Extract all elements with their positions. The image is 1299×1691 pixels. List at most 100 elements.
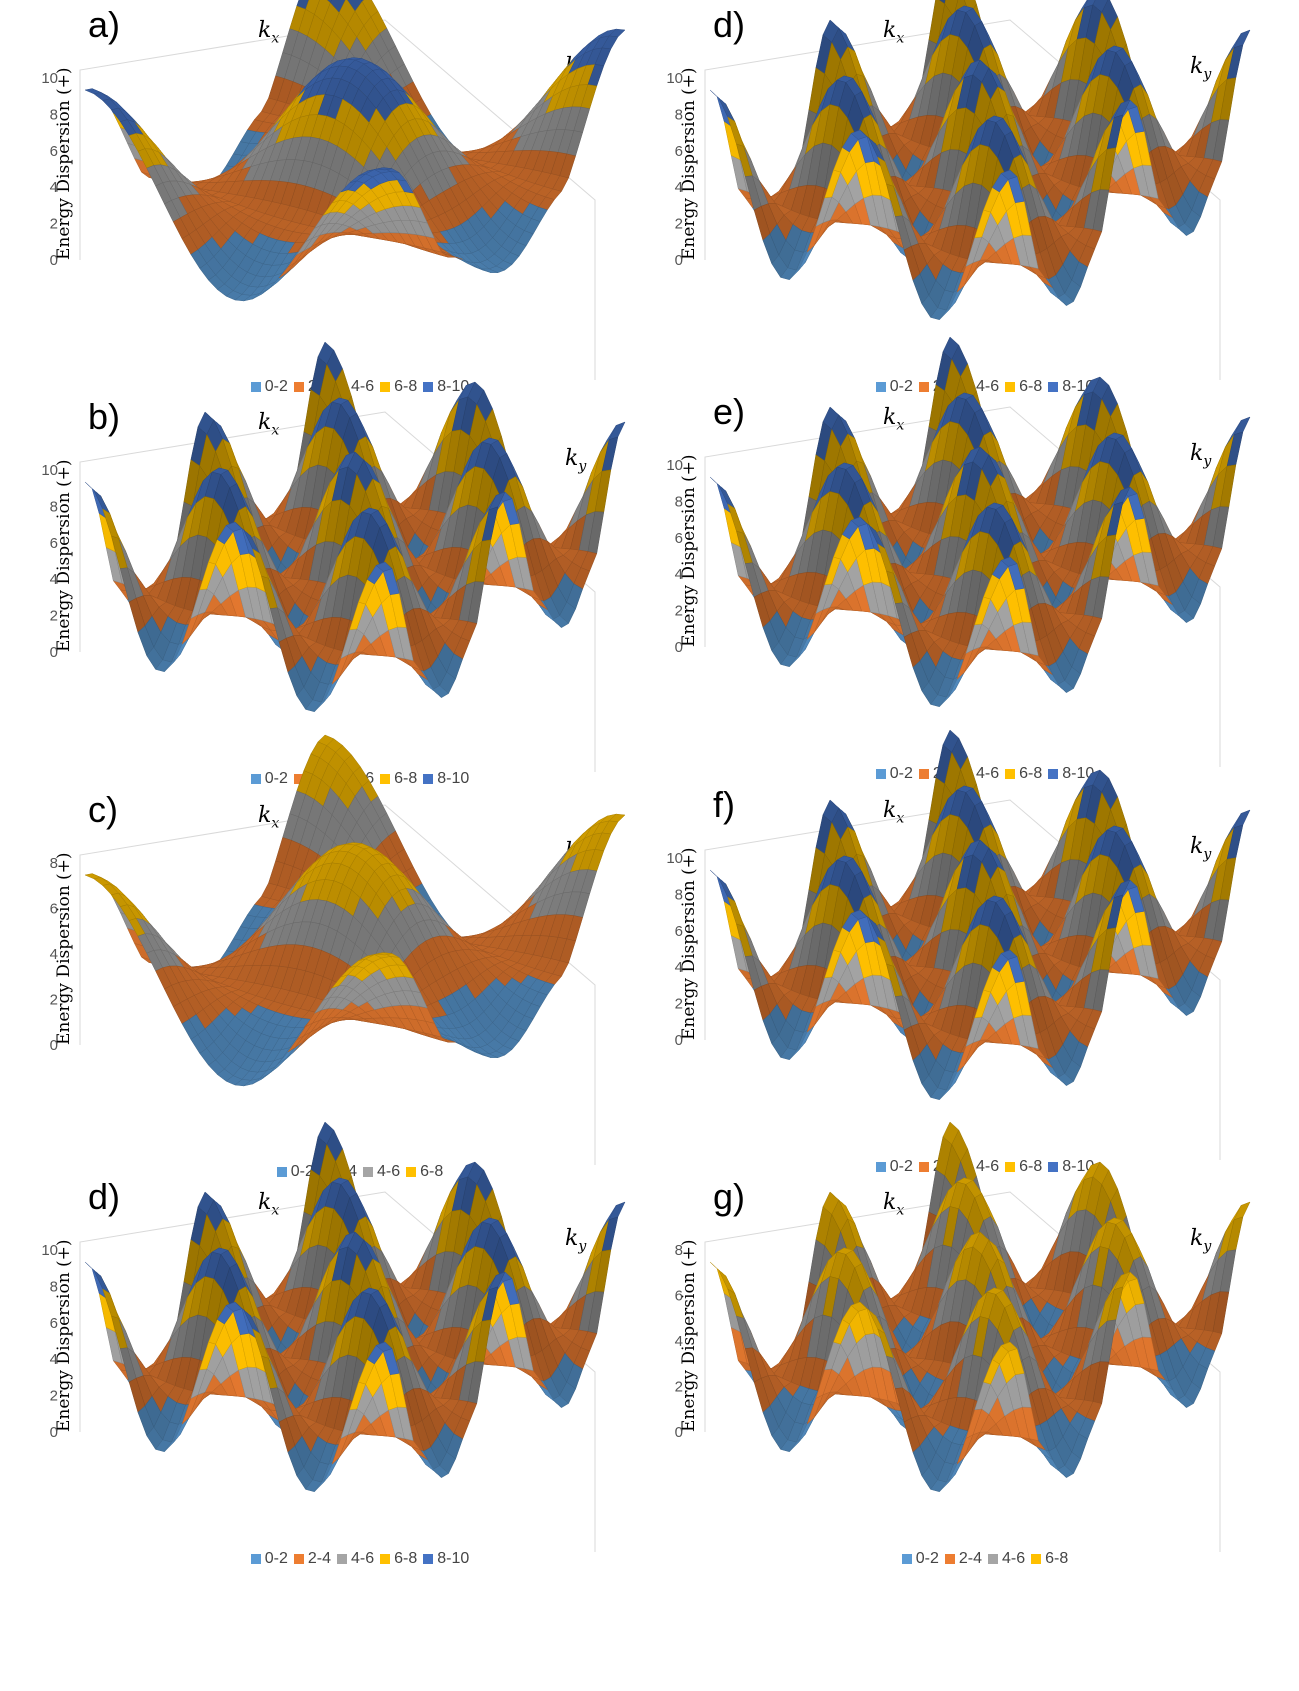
y-tick-label: 4	[50, 571, 58, 588]
y-tick-label: 0	[50, 1037, 58, 1054]
legend-label: 4-6	[377, 1163, 401, 1180]
legend-item: 8-10	[423, 1550, 469, 1568]
legend-swatch	[406, 1166, 417, 1177]
surface-cell	[376, 952, 393, 956]
ky-axis-label: ky	[1190, 54, 1212, 83]
y-tick-label: 10	[41, 70, 58, 87]
axis-wall-line	[704, 19, 1221, 380]
legend-label: 6-8	[394, 1550, 418, 1567]
legend-label: 0-2	[264, 770, 288, 787]
y-tick-label: 8	[50, 106, 58, 123]
y-tick-label: 8	[50, 498, 58, 515]
legend-swatch	[250, 1553, 261, 1564]
legend-label: 8-10	[437, 378, 470, 395]
legend-item: 6-8	[380, 1550, 417, 1568]
legend-swatch	[380, 1553, 391, 1564]
legend-swatch	[380, 381, 391, 392]
y-tick-label: 6	[50, 1315, 58, 1332]
legend-item: 8-10	[423, 378, 469, 396]
legend-item: 4-6	[336, 1550, 375, 1568]
legend-label: 8-10	[437, 770, 470, 787]
axis-wall-line	[79, 19, 596, 380]
legend-item: 6-8	[380, 378, 417, 396]
legend-swatch	[363, 1166, 373, 1177]
y-tick-label: 2	[50, 216, 58, 233]
y-tick-label: 2	[50, 992, 58, 1009]
legend-label: 0-2	[264, 378, 288, 395]
ky-axis-label: ky	[565, 446, 587, 475]
legend-item: 6-8	[406, 1163, 443, 1181]
legend-label: 4-6	[350, 378, 375, 395]
legend-swatch	[276, 1166, 287, 1177]
y-tick-label: 4	[50, 179, 58, 196]
axis-wall-line	[79, 1191, 596, 1552]
legend: 0-2 2-4 4-6 6-8 8-10	[40, 1550, 680, 1568]
legend-item: 4-6	[363, 1163, 400, 1181]
legend-swatch	[423, 1553, 434, 1564]
surface-plot: 0 2 4 6 8 10	[41, 341, 626, 772]
surface-plot: 0 2 4 6 8 10	[41, 1121, 626, 1552]
y-tick-label: 2	[50, 1388, 58, 1405]
panel-label: b)	[88, 396, 121, 437]
y-tick-label: 2	[50, 608, 58, 625]
y-tick-label: 4	[675, 179, 683, 196]
legend: 0-22-44-66-8	[40, 1163, 680, 1181]
legend-swatch	[250, 773, 261, 784]
y-tick-label: 0	[50, 252, 58, 269]
legend-item: 0-2	[250, 378, 288, 396]
ky-axis-label: ky	[565, 1226, 587, 1255]
legend-item: 8-10	[423, 770, 469, 788]
y-tick-label: 10	[666, 70, 683, 87]
panel-label: a)	[88, 4, 121, 45]
y-tick-label: 4	[50, 946, 58, 963]
surface-cell	[376, 167, 393, 171]
y-tick-label: 8	[50, 1278, 58, 1295]
legend-swatch	[250, 381, 261, 392]
y-tick-label: 2	[675, 216, 683, 233]
legend-label: 6-8	[420, 1163, 444, 1180]
y-tick-label: 8	[50, 855, 58, 872]
panel-label: d)	[713, 4, 746, 45]
legend-swatch	[293, 381, 304, 392]
legend-swatch	[423, 773, 434, 784]
y-tick-label: 4	[50, 1351, 58, 1368]
legend-swatch	[423, 381, 434, 392]
legend-item: 2-4	[293, 1550, 331, 1568]
axis-wall-line	[79, 411, 596, 772]
legend-swatch	[336, 1553, 347, 1564]
surface-plot: 0 2 4 6 8 10	[666, 0, 1251, 380]
legend-label: 4-6	[350, 1550, 375, 1567]
legend-swatch	[293, 1553, 304, 1564]
y-tick-label: 6	[50, 535, 58, 552]
legend-label: 2-4	[307, 1550, 331, 1567]
legend-label: 8-10	[437, 1550, 470, 1567]
legend-item: 0-2	[250, 770, 288, 788]
legend-swatch	[293, 773, 304, 784]
legend-label: 6-8	[394, 770, 418, 787]
y-tick-label: 10	[41, 1242, 58, 1259]
legend: 0-22-44-66-88-10	[40, 378, 680, 396]
panel-label: c)	[88, 789, 118, 830]
y-tick-label: 8	[675, 106, 683, 123]
y-tick-label: 0	[675, 252, 683, 269]
legend-label: 6-8	[394, 378, 418, 395]
legend-label: 0-2	[290, 1163, 314, 1180]
legend-label: 0-2	[264, 1550, 288, 1567]
legend-item: 6-8	[380, 770, 417, 788]
legend-swatch	[380, 773, 391, 784]
axis-wall-line	[79, 804, 596, 1165]
y-tick-label: 6	[675, 143, 683, 160]
panel-label: d)	[88, 1176, 121, 1217]
y-tick-label: 0	[50, 644, 58, 661]
y-tick-label: 0	[50, 1424, 58, 1441]
surface-cell	[375, 561, 393, 572]
y-tick-label: 10	[41, 462, 58, 479]
surface-cell	[375, 1341, 393, 1352]
